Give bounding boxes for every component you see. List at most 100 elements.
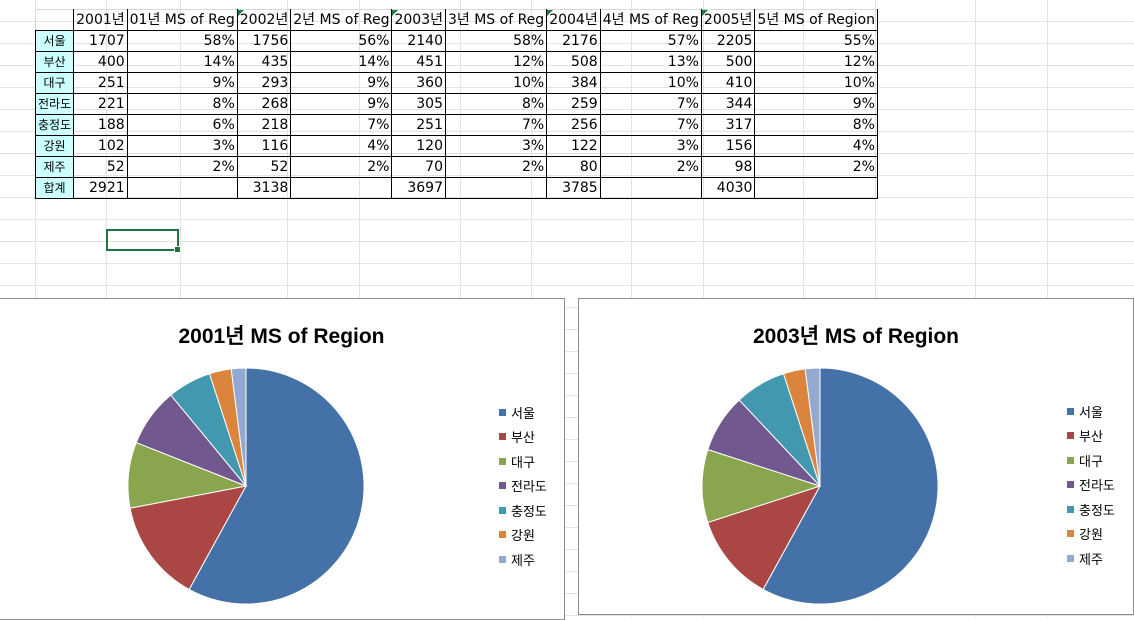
header-cell[interactable]: 2005년: [700, 9, 756, 31]
pie-chart-2003[interactable]: 2003년 MS of Region 서울 부산 대구 전라도 충정도 강원 제주: [578, 298, 1134, 615]
table-cell[interactable]: 10%: [754, 72, 878, 94]
header-cell[interactable]: 4년 MS of Reg: [599, 9, 702, 31]
pie-slice-3[interactable]: [701, 448, 822, 524]
table-cell[interactable]: 56%: [290, 30, 393, 52]
table-cell[interactable]: 55%: [754, 30, 878, 52]
pie-slice-2[interactable]: [129, 485, 247, 591]
table-cell[interactable]: 3697: [391, 177, 446, 199]
pie-slice-2[interactable]: [707, 485, 822, 591]
table-cell[interactable]: 80: [546, 156, 601, 178]
table-cell[interactable]: 9%: [290, 93, 393, 115]
table-cell[interactable]: 12%: [754, 51, 878, 73]
table-cell[interactable]: [599, 177, 702, 199]
header-cell[interactable]: 01년 MS of Reg: [126, 9, 238, 31]
table-cell[interactable]: 8%: [444, 93, 548, 115]
row-label-cell[interactable]: 충정도: [34, 114, 75, 136]
table-cell[interactable]: 3%: [444, 135, 548, 157]
table-cell[interactable]: 2176: [546, 30, 601, 52]
table-cell[interactable]: 259: [546, 93, 601, 115]
legend-item[interactable]: 대구: [499, 449, 547, 474]
header-cell[interactable]: 2년 MS of Reg: [290, 9, 393, 31]
legend-item[interactable]: 제주: [499, 547, 547, 572]
header-cell[interactable]: 3년 MS of Reg: [444, 9, 548, 31]
row-label-cell[interactable]: 서울: [34, 30, 75, 52]
legend-item[interactable]: 전라도: [1067, 473, 1115, 498]
row-label-cell[interactable]: 제주: [34, 156, 75, 178]
table-cell[interactable]: 256: [546, 114, 601, 136]
table-cell[interactable]: 14%: [126, 51, 238, 73]
table-cell[interactable]: 9%: [290, 72, 393, 94]
table-cell[interactable]: 9%: [126, 72, 238, 94]
table-cell[interactable]: 9%: [754, 93, 878, 115]
legend-item[interactable]: 충정도: [1067, 497, 1115, 522]
legend-item[interactable]: 대구: [1067, 448, 1115, 473]
table-cell[interactable]: 52: [236, 156, 292, 178]
table-cell[interactable]: 156: [700, 135, 756, 157]
table-cell[interactable]: 4030: [700, 177, 756, 199]
pie-slice-7[interactable]: [804, 367, 821, 487]
fill-handle[interactable]: [174, 246, 181, 253]
table-cell[interactable]: 7%: [290, 114, 393, 136]
header-cell[interactable]: 5년 MS of Region: [754, 9, 878, 31]
table-cell[interactable]: 14%: [290, 51, 393, 73]
table-cell[interactable]: 57%: [599, 30, 702, 52]
table-cell[interactable]: 2%: [754, 156, 878, 178]
legend-item[interactable]: 제주: [1067, 546, 1115, 571]
table-cell[interactable]: 6%: [126, 114, 238, 136]
table-cell[interactable]: 10%: [444, 72, 548, 94]
table-cell[interactable]: 12%: [444, 51, 548, 73]
table-cell[interactable]: 2205: [700, 30, 756, 52]
table-cell[interactable]: 251: [391, 114, 446, 136]
table-cell[interactable]: 58%: [444, 30, 548, 52]
row-label-cell[interactable]: 합계: [34, 177, 75, 199]
table-cell[interactable]: 3%: [126, 135, 238, 157]
table-cell[interactable]: 451: [391, 51, 446, 73]
legend-item[interactable]: 부산: [1067, 424, 1115, 449]
pie-slice-1[interactable]: [762, 367, 939, 605]
table-cell[interactable]: 317: [700, 114, 756, 136]
header-cell[interactable]: 2003년: [391, 9, 446, 31]
selected-cell[interactable]: [106, 229, 181, 253]
table-cell[interactable]: 52: [73, 156, 128, 178]
legend-item[interactable]: 서울: [499, 400, 547, 425]
header-cell[interactable]: [34, 9, 75, 31]
table-cell[interactable]: 122: [546, 135, 601, 157]
table-cell[interactable]: 251: [73, 72, 128, 94]
table-cell[interactable]: [290, 177, 393, 199]
table-cell[interactable]: 305: [391, 93, 446, 115]
row-label-cell[interactable]: 강원: [34, 135, 75, 157]
table-cell[interactable]: 508: [546, 51, 601, 73]
table-cell[interactable]: 2921: [73, 177, 128, 199]
table-cell[interactable]: 7%: [444, 114, 548, 136]
header-cell[interactable]: 2001년: [73, 9, 128, 31]
legend-item[interactable]: 충정도: [499, 498, 547, 523]
table-cell[interactable]: 188: [73, 114, 128, 136]
table-cell[interactable]: 410: [700, 72, 756, 94]
header-cell[interactable]: 2004년: [546, 9, 601, 31]
pie-slice-7[interactable]: [230, 367, 247, 487]
pie-slice-1[interactable]: [188, 367, 365, 605]
table-cell[interactable]: 4%: [754, 135, 878, 157]
table-cell[interactable]: 1707: [73, 30, 128, 52]
row-label-cell[interactable]: 전라도: [34, 93, 75, 115]
table-cell[interactable]: 3%: [599, 135, 702, 157]
table-cell[interactable]: 3138: [236, 177, 292, 199]
table-cell[interactable]: 344: [700, 93, 756, 115]
legend-item[interactable]: 강원: [499, 523, 547, 548]
table-cell[interactable]: 435: [236, 51, 292, 73]
header-cell[interactable]: 2002년: [236, 9, 292, 31]
table-cell[interactable]: 10%: [599, 72, 702, 94]
table-cell[interactable]: 384: [546, 72, 601, 94]
table-cell[interactable]: 8%: [126, 93, 238, 115]
table-cell[interactable]: 120: [391, 135, 446, 157]
table-cell[interactable]: 7%: [599, 93, 702, 115]
table-cell[interactable]: 360: [391, 72, 446, 94]
legend-item[interactable]: 전라도: [499, 474, 547, 499]
table-cell[interactable]: 218: [236, 114, 292, 136]
table-cell[interactable]: 221: [73, 93, 128, 115]
table-cell[interactable]: 400: [73, 51, 128, 73]
table-cell[interactable]: 8%: [754, 114, 878, 136]
table-cell[interactable]: 268: [236, 93, 292, 115]
table-cell[interactable]: 2%: [444, 156, 548, 178]
table-cell[interactable]: [444, 177, 548, 199]
